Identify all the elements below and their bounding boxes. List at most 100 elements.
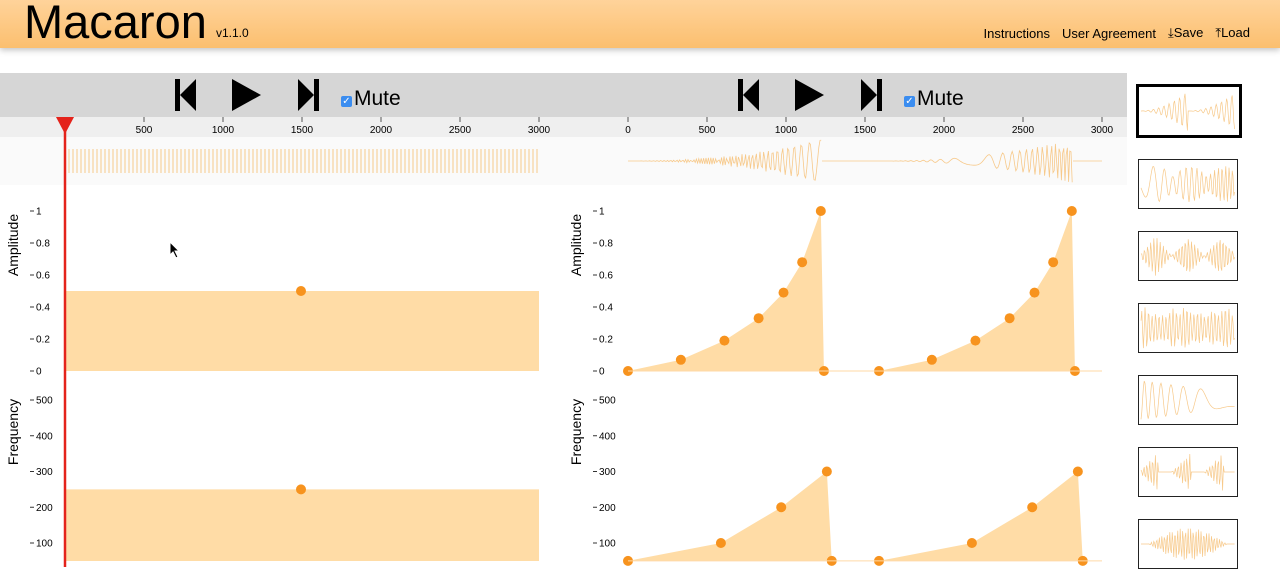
thumbnail-waveform xyxy=(1141,93,1235,131)
ruler-tick-label: 2500 xyxy=(1012,125,1035,136)
thumbnail-waveform xyxy=(1140,307,1235,349)
preset-thumbnail-6[interactable] xyxy=(1138,447,1238,497)
left-frequency-label: Frequency xyxy=(5,399,21,465)
axis-tick-label: 100 xyxy=(36,539,53,550)
app-version: v1.1.0 xyxy=(216,26,249,40)
editor-canvas: 500 1000 1500 2000 2500 3000 0 500 1000 1500 2000… xyxy=(0,117,1127,567)
amplitude-control-point xyxy=(970,335,981,346)
playhead-handle[interactable] xyxy=(56,117,74,134)
left-ruler-ticks: 500 1000 1500 2000 2500 3000 xyxy=(136,117,551,136)
left-mute-toggle[interactable]: ✓ Mute xyxy=(341,87,401,111)
checkbox-checked-icon: ✓ xyxy=(904,95,915,107)
right-ruler-ticks: 0 500 1000 1500 2000 2500 3000 xyxy=(625,117,1114,136)
thumbnail-waveform xyxy=(1140,238,1235,276)
skip-forward-icon[interactable] xyxy=(298,79,319,111)
waveform-path xyxy=(628,139,1073,183)
app-header: Macaron v1.1.0 Instructions User Agreeme… xyxy=(0,0,1280,48)
frequency-envelope-area xyxy=(65,489,539,561)
save-button[interactable]: ⤓Save xyxy=(1168,25,1203,41)
amplitude-envelope-area xyxy=(879,211,1075,371)
thumbnail-waveform xyxy=(1141,528,1235,560)
user-agreement-link[interactable]: User Agreement xyxy=(1062,25,1156,41)
frequency-control-point xyxy=(1027,502,1038,513)
right-transport xyxy=(738,79,882,111)
mouse-cursor-icon xyxy=(169,241,181,259)
play-icon[interactable] xyxy=(795,79,824,111)
load-button[interactable]: ⤒Load xyxy=(1215,25,1250,41)
amplitude-control-point xyxy=(1029,287,1040,298)
amplitude-control-point xyxy=(815,206,826,216)
frequency-envelope-area xyxy=(879,471,1083,561)
left-amplitude-chart[interactable]: 1 0.8 0.6 0.4 0.2 0 xyxy=(30,207,539,378)
amplitude-control-point xyxy=(1048,257,1059,268)
axis-tick-label: 1 xyxy=(36,207,42,218)
left-amplitude-label: Amplitude xyxy=(5,214,21,276)
ruler-tick-label: 500 xyxy=(699,125,716,136)
play-icon[interactable] xyxy=(232,79,261,111)
ruler-tick-label: 3000 xyxy=(528,125,551,136)
amplitude-control-point xyxy=(753,313,764,324)
amplitude-envelope-area xyxy=(628,211,824,371)
ruler-tick-label: 3000 xyxy=(1091,125,1114,136)
right-frequency-chart[interactable]: 500 400 300 200 100 xyxy=(593,396,1102,566)
preset-thumbnail-5[interactable] xyxy=(1138,375,1238,425)
axis-tick-label: 400 xyxy=(599,431,616,442)
axis-tick-label: 0 xyxy=(599,367,605,378)
skip-back-icon[interactable] xyxy=(175,79,196,111)
right-amplitude-label: Amplitude xyxy=(568,214,584,276)
thumbnail-waveform xyxy=(1140,380,1235,420)
axis-tick-label: 0.8 xyxy=(599,239,613,250)
thumbnail-waveform xyxy=(1140,453,1235,491)
ruler-tick-label: 2000 xyxy=(370,125,393,136)
frequency-control-point xyxy=(1072,466,1083,477)
save-label: Save xyxy=(1173,25,1204,40)
instructions-link[interactable]: Instructions xyxy=(983,25,1050,41)
ruler-tick-label: 1500 xyxy=(291,125,314,136)
amplitude-control-point xyxy=(1004,313,1015,324)
axis-tick-label: 500 xyxy=(599,396,616,407)
axis-tick-label: 400 xyxy=(36,431,53,442)
axis-tick-label: 0.2 xyxy=(36,335,50,346)
axis-tick-label: 100 xyxy=(599,539,616,550)
frequency-control-point xyxy=(966,538,977,548)
load-label: Load xyxy=(1221,25,1250,40)
top-nav: Instructions User Agreement ⤓Save ⤒Load xyxy=(984,25,1250,41)
preset-thumbnail-2[interactable] xyxy=(1138,159,1238,209)
axis-tick-label: 0.4 xyxy=(599,303,613,314)
axis-tick-label: 1 xyxy=(599,207,605,218)
axis-tick-label: 0.2 xyxy=(599,335,613,346)
axis-tick-label: 0.4 xyxy=(36,303,50,314)
ruler-tick-label: 0 xyxy=(625,125,631,136)
left-frequency-chart[interactable]: 500 400 300 200 100 xyxy=(30,396,539,562)
ruler-tick-label: 2000 xyxy=(933,125,956,136)
axis-tick-label: 500 xyxy=(36,396,53,407)
amplitude-control-point xyxy=(719,335,730,346)
preset-thumbnail-3[interactable] xyxy=(1138,231,1238,281)
amplitude-control-point xyxy=(296,286,306,296)
frequency-envelope-area xyxy=(628,471,832,561)
left-transport xyxy=(175,79,319,111)
right-mute-label: Mute xyxy=(917,87,964,110)
axis-tick-label: 300 xyxy=(599,467,616,478)
amplitude-envelope-area xyxy=(65,291,539,371)
ruler-tick-label: 500 xyxy=(136,125,153,136)
left-waveform-preview xyxy=(68,149,538,173)
axis-tick-label: 0.8 xyxy=(36,239,50,250)
preset-thumbnail-1[interactable] xyxy=(1136,84,1242,138)
amplitude-control-point xyxy=(797,257,808,268)
ruler-tick-label: 1000 xyxy=(212,125,235,136)
preset-thumbnail-4[interactable] xyxy=(1138,303,1238,353)
preset-thumbnail-7[interactable] xyxy=(1138,519,1238,569)
right-frequency-label: Frequency xyxy=(568,399,584,465)
skip-back-icon[interactable] xyxy=(738,79,759,111)
right-amplitude-chart[interactable]: 1 0.8 0.6 0.4 0.2 0 xyxy=(593,206,1102,378)
skip-forward-icon[interactable] xyxy=(861,79,882,111)
right-waveform-preview xyxy=(628,139,1102,183)
frequency-control-point xyxy=(776,502,787,513)
frequency-control-point xyxy=(296,484,306,495)
app-title: Macaron xyxy=(24,0,207,48)
frequency-control-point xyxy=(715,538,726,548)
left-ruler[interactable] xyxy=(0,117,1127,137)
right-mute-toggle[interactable]: ✓ Mute xyxy=(904,87,964,111)
upload-icon: ⤒ xyxy=(1215,25,1222,40)
